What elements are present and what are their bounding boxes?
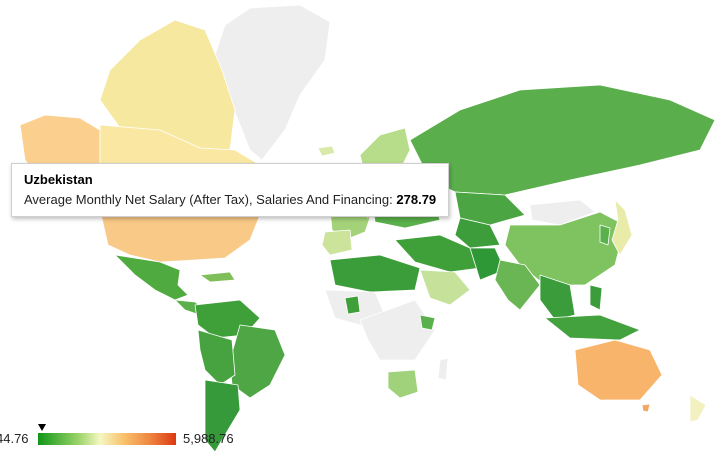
country-greenland[interactable] <box>214 4 331 161</box>
legend-value-marker-icon <box>38 424 46 431</box>
country-new-zealand[interactable] <box>689 394 707 423</box>
country-korea[interactable] <box>599 224 611 246</box>
country-china[interactable] <box>504 211 626 286</box>
country-mexico[interactable] <box>114 254 189 301</box>
country-arabia[interactable] <box>419 269 471 306</box>
country-peru-bolivia[interactable] <box>197 329 236 386</box>
country-central-africa[interactable] <box>359 299 436 361</box>
country-tasmania[interactable] <box>641 403 651 413</box>
country-mongolia[interactable] <box>529 199 596 226</box>
country-south-africa[interactable] <box>387 369 419 399</box>
country-tooltip: Uzbekistan Average Monthly Net Salary (A… <box>11 163 450 217</box>
country-iceland[interactable] <box>317 145 336 157</box>
country-madagascar[interactable] <box>437 357 449 381</box>
country-indonesia[interactable] <box>544 314 641 341</box>
country-nigeria[interactable] <box>344 295 361 315</box>
country-australia[interactable] <box>574 339 663 401</box>
country-argentina-chile[interactable] <box>204 379 241 453</box>
country-philippines[interactable] <box>589 284 603 311</box>
legend-color-scale <box>38 433 176 445</box>
country-iberia[interactable] <box>321 229 353 256</box>
tooltip-metric-line: Average Monthly Net Salary (After Tax), … <box>24 192 436 207</box>
tooltip-metric-label: Average Monthly Net Salary (After Tax), … <box>24 192 393 207</box>
legend-min-label: 44.76 <box>0 431 29 446</box>
country-cuba-caribbean[interactable] <box>199 271 236 283</box>
tooltip-country-name: Uzbekistan <box>24 172 93 187</box>
country-kazakhstan[interactable] <box>454 191 526 226</box>
country-india[interactable] <box>494 259 541 311</box>
country-japan[interactable] <box>611 199 633 256</box>
tooltip-metric-value: 278.79 <box>396 192 437 207</box>
country-north-africa[interactable] <box>329 254 421 293</box>
country-kenya[interactable] <box>419 314 436 331</box>
legend-max-label: 5,988.76 <box>183 431 234 446</box>
country-russia[interactable] <box>409 84 716 196</box>
country-central-asia[interactable] <box>454 217 501 249</box>
